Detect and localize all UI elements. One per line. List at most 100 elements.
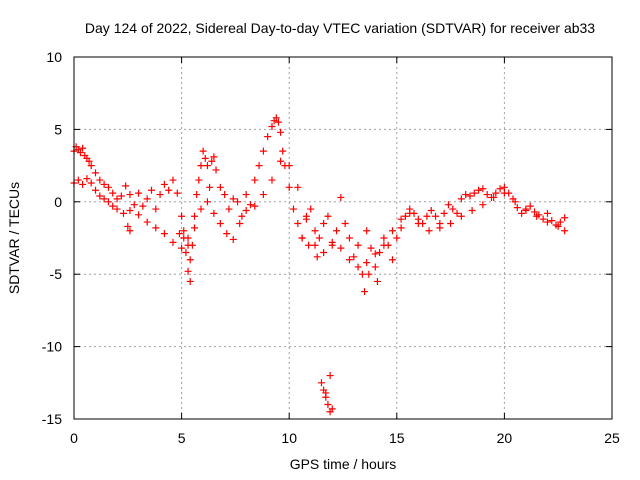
data-point [184,267,192,275]
data-point [388,227,396,235]
data-point [113,195,121,203]
data-point [229,195,237,203]
data-point [186,277,194,285]
data-point [225,205,233,213]
data-point [236,220,244,228]
data-point [475,186,483,194]
y-tick-label: 0 [54,194,62,210]
data-point [117,192,125,200]
data-point [361,288,369,296]
data-point [191,212,199,220]
data-point [229,235,237,243]
data-point [354,241,362,249]
x-axis-label: GPS time / hours [290,456,397,472]
data-point [380,241,388,249]
data-point [178,212,186,220]
x-tick-label: 20 [497,430,513,446]
data-point [83,175,91,183]
data-point [92,169,100,177]
data-point [315,234,323,242]
data-point [285,183,293,191]
data-point [216,183,224,191]
data-point [135,211,143,219]
data-point [317,379,325,387]
data-point [100,180,108,188]
data-point [518,209,526,217]
data-point [425,227,433,235]
data-point [320,248,328,256]
data-point [238,212,246,220]
data-point [193,191,201,199]
data-point [365,270,373,278]
data-point [401,212,409,220]
data-point [548,217,556,225]
data-point [470,189,478,197]
data-point [96,192,104,200]
data-point [543,218,551,226]
data-point [169,176,177,184]
data-point [152,205,160,213]
data-point [468,206,476,214]
data-point [447,220,455,228]
data-point [388,256,396,264]
data-point [87,179,95,187]
data-point [268,176,276,184]
data-point [479,185,487,193]
data-point [326,372,334,380]
data-point [479,201,487,209]
data-point [423,212,431,220]
data-point [126,227,134,235]
data-point [184,234,192,242]
data-point [307,205,315,213]
y-tick-label: -10 [42,339,62,355]
data-point [272,114,280,122]
y-tick-label: -5 [50,266,63,282]
data-point [216,220,224,228]
data-point [449,205,457,213]
data-point [279,147,287,155]
data-point [311,241,319,249]
data-point [367,244,375,252]
data-point [152,224,160,232]
x-tick-label: 0 [70,430,78,446]
data-point [100,195,108,203]
data-point [373,277,381,285]
data-point [311,227,319,235]
data-point [201,154,209,162]
data-point [526,202,534,210]
data-point [223,230,231,238]
data-point [453,209,461,217]
data-point [186,256,194,264]
data-point [277,157,285,165]
x-tick-labels: 0 5 10 15 20 25 [70,430,620,446]
data-point [122,182,130,190]
x-tick-label: 25 [604,430,620,446]
data-point [242,191,250,199]
data-point [380,234,388,242]
data-point [371,250,379,258]
data-point [345,256,353,264]
data-point [173,189,181,197]
data-point [533,212,541,220]
y-axis-label: SDTVAR / TECUs [6,182,22,294]
data-point [397,224,405,232]
data-point [483,191,491,199]
data-point [74,176,82,184]
data-point [444,201,452,209]
chart-title: Day 124 of 2022, Sidereal Day-to-day VTE… [85,20,595,36]
data-point [531,208,539,216]
data-point [160,180,168,188]
data-point [259,147,267,155]
data-point [165,186,173,194]
grid-lines [74,57,612,419]
data-point [242,206,250,214]
data-point [206,183,214,191]
data-point [124,222,132,230]
data-point [208,157,216,165]
data-point [305,241,313,249]
data-point [119,209,127,217]
data-point [104,198,112,206]
data-point [85,157,93,165]
data-point [210,209,218,217]
data-point [199,147,207,155]
